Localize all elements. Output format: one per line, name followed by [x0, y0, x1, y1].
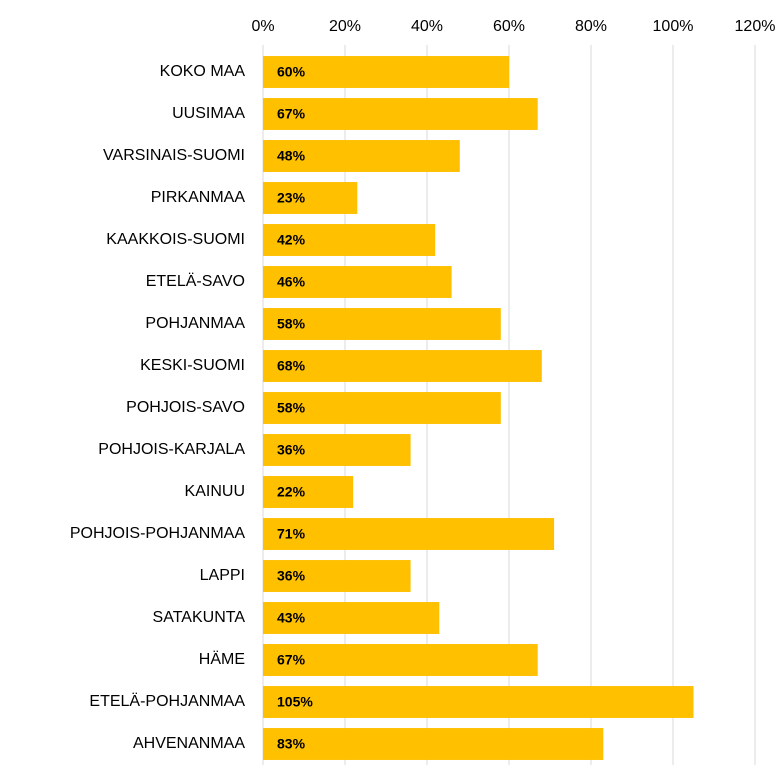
- y-tick-label: POHJOIS-POHJANMAA: [70, 525, 245, 542]
- x-tick-label: 0%: [251, 18, 274, 35]
- bar: [263, 476, 354, 508]
- bar: [263, 224, 436, 256]
- value-label: 36%: [277, 568, 306, 584]
- y-tick-label: KAINUU: [185, 483, 245, 500]
- value-label: 67%: [277, 652, 306, 668]
- bar: [263, 434, 411, 466]
- y-tick-label: PIRKANMAA: [151, 189, 246, 206]
- value-label: 68%: [277, 358, 306, 374]
- bar: [263, 140, 460, 172]
- value-label: 105%: [277, 694, 313, 710]
- x-tick-label: 80%: [575, 18, 607, 35]
- value-label: 42%: [277, 232, 306, 248]
- y-tick-label: HÄME: [199, 650, 245, 668]
- y-tick-label: ETELÄ-POHJANMAA: [89, 692, 245, 710]
- value-label: 71%: [277, 526, 306, 542]
- x-tick-label: 40%: [411, 18, 443, 35]
- x-tick-label: 60%: [493, 18, 525, 35]
- y-tick-label: POHJOIS-KARJALA: [98, 441, 245, 458]
- y-tick-label: LAPPI: [200, 567, 245, 584]
- y-tick-label: KESKI-SUOMI: [140, 357, 245, 374]
- bar: [263, 518, 555, 550]
- y-tick-label: KOKO MAA: [160, 63, 246, 80]
- value-label: 46%: [277, 274, 306, 290]
- x-tick-label: 20%: [329, 18, 361, 35]
- value-label: 67%: [277, 106, 306, 122]
- bar: [263, 602, 440, 634]
- x-tick-label: 100%: [653, 18, 694, 35]
- bar: [263, 182, 358, 214]
- bar: [263, 560, 411, 592]
- x-tick-label: 120%: [735, 18, 776, 35]
- y-tick-label: VARSINAIS-SUOMI: [103, 147, 245, 164]
- bar: [263, 728, 604, 760]
- bar: [263, 266, 452, 298]
- value-label: 58%: [277, 400, 306, 416]
- value-label: 48%: [277, 148, 306, 164]
- y-tick-label: SATAKUNTA: [153, 609, 246, 626]
- value-label: 43%: [277, 610, 306, 626]
- bar: [263, 686, 694, 718]
- bar: [263, 98, 538, 130]
- bar: [263, 350, 542, 382]
- value-label: 60%: [277, 64, 306, 80]
- y-tick-label: UUSIMAA: [172, 105, 245, 122]
- value-label: 83%: [277, 736, 306, 752]
- y-tick-label: POHJOIS-SAVO: [126, 399, 245, 416]
- value-label: 36%: [277, 442, 306, 458]
- bar: [263, 56, 509, 88]
- y-tick-label: AHVENANMAA: [133, 735, 245, 752]
- y-tick-label: ETELÄ-SAVO: [146, 272, 245, 290]
- bar: [263, 644, 538, 676]
- bar: [263, 308, 501, 340]
- value-label: 23%: [277, 190, 306, 206]
- bar: [263, 392, 501, 424]
- value-label: 22%: [277, 484, 306, 500]
- y-tick-label: POHJANMAA: [145, 315, 245, 332]
- value-label: 58%: [277, 316, 306, 332]
- y-tick-label: KAAKKOIS-SUOMI: [106, 231, 245, 248]
